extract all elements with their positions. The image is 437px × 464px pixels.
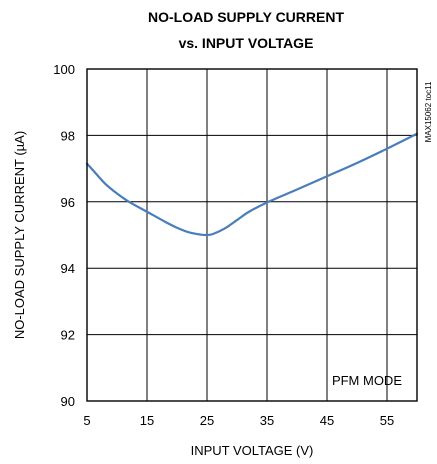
- x-tick-labels: 5 15 25 35 45 55: [83, 413, 394, 428]
- y-tick-labels: 90 92 94 96 98 100: [53, 62, 75, 409]
- x-tick-label: 35: [260, 413, 274, 428]
- annotation-pfm-mode: PFM MODE: [332, 373, 402, 388]
- plot-frame: [86, 68, 418, 402]
- chart-title-line2: vs. INPUT VOLTAGE: [179, 35, 314, 51]
- grid-lines: [86, 68, 417, 402]
- y-tick-label: 96: [61, 195, 75, 210]
- series-line: [85, 132, 419, 237]
- x-tick-label: 45: [320, 413, 334, 428]
- x-tick-label: 55: [380, 413, 394, 428]
- y-tick-label: 92: [61, 328, 75, 343]
- x-axis-label: INPUT VOLTAGE (V): [191, 443, 314, 458]
- figure-id: MAX15062 toc11: [424, 81, 433, 142]
- x-tick-label: 25: [200, 413, 214, 428]
- y-tick-label: 98: [61, 128, 75, 143]
- chart-title-line1: NO-LOAD SUPPLY CURRENT: [148, 9, 344, 25]
- x-tick-label: 5: [83, 413, 90, 428]
- y-tick-label: 90: [61, 394, 75, 409]
- x-tick-label: 15: [140, 413, 154, 428]
- y-tick-label: 100: [53, 62, 75, 77]
- y-axis-label: NO-LOAD SUPPLY CURRENT (µA): [12, 131, 27, 339]
- y-tick-label: 94: [61, 261, 75, 276]
